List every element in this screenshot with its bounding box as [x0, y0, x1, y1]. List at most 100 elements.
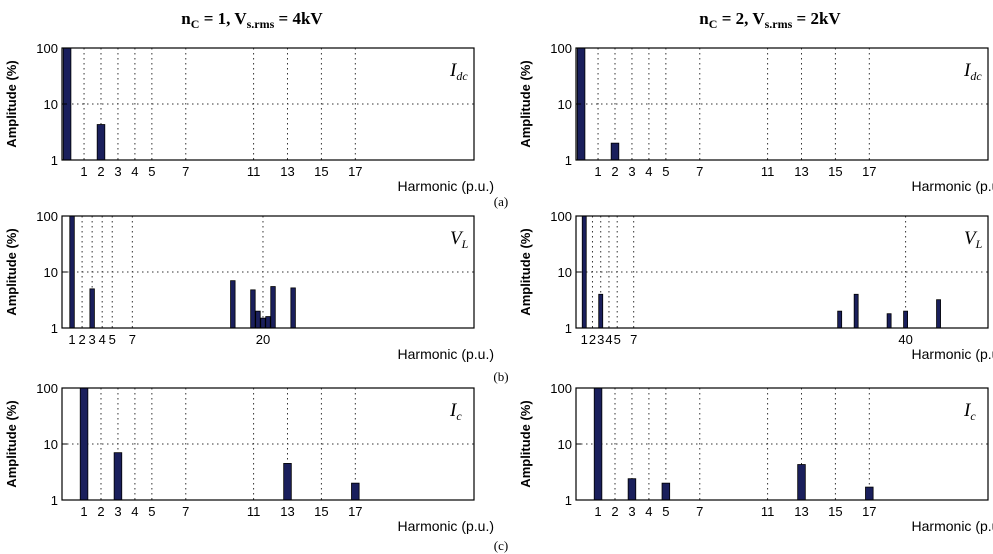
x-tick-label: 11: [761, 164, 775, 179]
signal-label: Idc: [963, 60, 982, 83]
x-tick-label: 7: [630, 332, 637, 347]
harmonic-bar: [886, 313, 892, 329]
x-tick-label: 7: [182, 504, 189, 519]
x-tick-label: 7: [182, 164, 189, 179]
y-tick-label: 1: [51, 153, 58, 168]
x-axis-label: Harmonic (p.u.): [912, 178, 993, 194]
x-tick-label: 4: [131, 164, 138, 179]
signal-label: Idc: [449, 60, 468, 83]
harmonic-bar: [265, 316, 271, 329]
x-tick-label: 4: [99, 332, 106, 347]
harmonic-bar: [250, 289, 256, 329]
harmonic-bar: [610, 142, 620, 161]
x-tick-label: 40: [898, 332, 912, 347]
row-label-b: (b): [493, 369, 508, 384]
harmonic-bar: [936, 299, 941, 329]
row-label-c: (c): [494, 538, 508, 553]
harmonic-bar: [593, 387, 603, 501]
x-tick-label: 20: [256, 332, 270, 347]
harmonic-bar: [290, 287, 296, 329]
x-axis-label: Harmonic (p.u.): [398, 518, 494, 534]
x-tick-label: 13: [280, 164, 294, 179]
x-tick-label: 5: [109, 332, 116, 347]
x-tick-label: 2: [611, 164, 618, 179]
x-tick-label: 3: [114, 504, 121, 519]
harmonic-bar: [79, 387, 89, 501]
harmonic-bar: [837, 310, 843, 329]
harmonic-bar: [255, 310, 261, 329]
harmonic-bar: [283, 463, 292, 501]
x-tick-label: 15: [314, 164, 328, 179]
x-tick-label: 2: [78, 332, 85, 347]
x-tick-label: 4: [645, 164, 652, 179]
x-tick-label: 5: [614, 332, 621, 347]
x-tick-label: 3: [628, 504, 635, 519]
harmonic-bar: [853, 293, 859, 329]
y-axis-label: Amplitude (%): [518, 400, 533, 487]
harmonic-bar: [627, 478, 637, 501]
y-tick-label: 10: [558, 97, 572, 112]
x-tick-label: 1: [594, 164, 601, 179]
harmonic-bar: [865, 486, 874, 501]
x-tick-label: 11: [247, 164, 261, 179]
x-tick-label: 4: [605, 332, 612, 347]
x-tick-label: 15: [828, 164, 842, 179]
y-axis-label: Amplitude (%): [4, 400, 19, 487]
x-tick-label: 2: [589, 332, 596, 347]
x-tick-label: 13: [794, 164, 808, 179]
x-tick-label: 7: [696, 164, 703, 179]
x-tick-label: 3: [628, 164, 635, 179]
signal-label: Ic: [963, 400, 976, 423]
harmonic-bar: [89, 288, 95, 329]
x-axis-label: Harmonic (p.u.): [912, 518, 993, 534]
harmonic-bar: [96, 124, 106, 161]
y-tick-label: 100: [550, 381, 572, 396]
harmonic-bar: [661, 482, 671, 501]
x-tick-label: 3: [89, 332, 96, 347]
y-tick-label: 100: [550, 209, 572, 224]
harmonic-bar: [69, 215, 75, 329]
x-tick-label: 13: [280, 504, 294, 519]
x-tick-label: 1: [581, 332, 588, 347]
column-title-right: nC = 2, Vs.rms = 2kV: [699, 9, 841, 31]
x-axis-label: Harmonic (p.u.): [398, 178, 494, 194]
x-tick-label: 5: [662, 504, 669, 519]
y-tick-label: 100: [550, 41, 572, 56]
x-tick-label: 5: [148, 504, 155, 519]
x-axis-label: Harmonic (p.u.): [912, 346, 993, 362]
harmonic-bar: [270, 286, 276, 329]
x-tick-label: 3: [114, 164, 121, 179]
x-axis-label: Harmonic (p.u.): [398, 346, 494, 362]
signal-label: VL: [964, 228, 983, 251]
x-tick-label: 11: [761, 504, 775, 519]
y-axis-label: Amplitude (%): [518, 60, 533, 147]
y-tick-label: 100: [36, 381, 58, 396]
y-axis-label: Amplitude (%): [4, 228, 19, 315]
row-label-a: (a): [494, 194, 508, 209]
x-tick-label: 1: [80, 504, 87, 519]
x-tick-label: 5: [662, 164, 669, 179]
harmonic-bar: [598, 293, 604, 329]
signal-label: VL: [450, 228, 469, 251]
x-tick-label: 3: [597, 332, 604, 347]
harmonic-bar: [230, 280, 236, 329]
x-tick-label: 17: [862, 504, 876, 519]
x-tick-label: 17: [348, 164, 362, 179]
harmonic-bar: [260, 317, 266, 329]
x-tick-label: 1: [594, 504, 601, 519]
x-tick-label: 4: [131, 504, 138, 519]
x-tick-label: 15: [828, 504, 842, 519]
x-tick-label: 13: [794, 504, 808, 519]
y-axis-label: Amplitude (%): [518, 228, 533, 315]
x-tick-label: 11: [247, 504, 261, 519]
x-tick-label: 2: [611, 504, 618, 519]
y-tick-label: 1: [565, 493, 572, 508]
y-tick-label: 10: [44, 97, 58, 112]
y-tick-label: 10: [558, 437, 572, 452]
